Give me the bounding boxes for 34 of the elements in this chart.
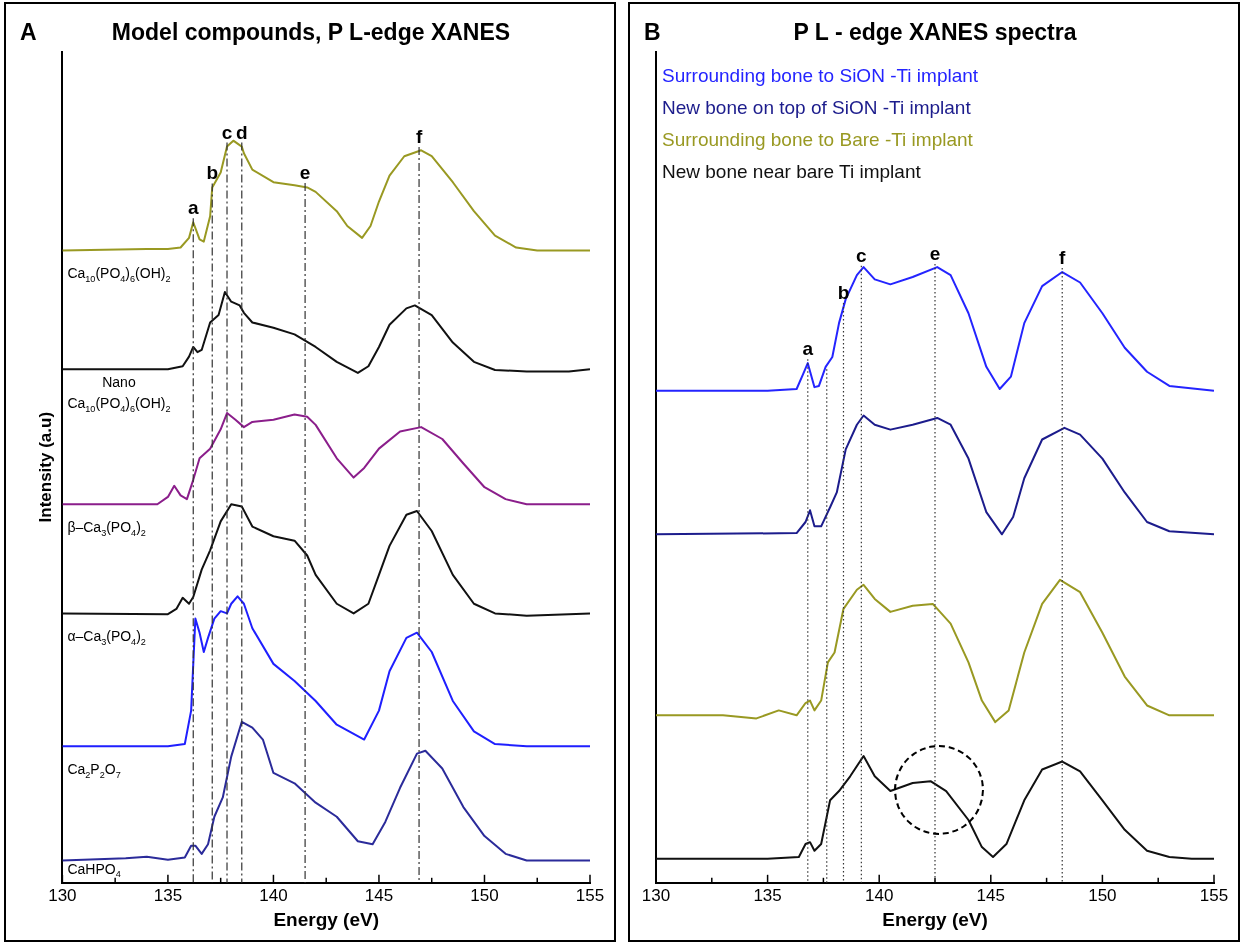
ref-line-label: b xyxy=(206,162,219,184)
x-axis-title: Energy (eV) xyxy=(882,908,988,930)
chart-title: Model compounds, P L-edge XANES xyxy=(111,19,511,46)
x-tick-label: 145 xyxy=(364,885,394,905)
text: A xyxy=(20,18,37,45)
ref-line-label: a xyxy=(187,197,199,219)
x-tick-label: 145 xyxy=(976,885,1005,905)
x-tick-label: 135 xyxy=(153,885,183,905)
x-tick-label: 150 xyxy=(1088,885,1117,905)
x-axis-title: Energy (eV) xyxy=(273,908,379,930)
y-axis-title: Intensity (a.u) xyxy=(35,411,55,523)
x-tick-label: 140 xyxy=(259,885,288,905)
text: New bone near bare Ti implant xyxy=(662,160,922,182)
text: Surrounding bone to SiON -Ti implant xyxy=(662,64,979,86)
ref-line-label: e xyxy=(299,162,311,184)
x-tick-label: 155 xyxy=(575,885,605,905)
ref-line-label: f xyxy=(1059,247,1067,269)
ref-line-label: f xyxy=(415,126,423,148)
ref-line-label: a xyxy=(802,338,814,360)
x-tick-label: 155 xyxy=(1199,885,1229,905)
chart-title: P L - edge XANES spectra xyxy=(793,19,1077,46)
x-tick-label: 140 xyxy=(865,885,894,905)
ref-line-label: c xyxy=(856,244,868,266)
x-tick-label: 135 xyxy=(753,885,782,905)
text: New bone on top of SiON -Ti implant xyxy=(662,96,972,118)
x-tick-label: 150 xyxy=(470,885,499,905)
ref-line-label: c xyxy=(221,121,233,143)
ref-line-label: d xyxy=(235,121,248,143)
text: Surrounding bone to Bare -Ti implant xyxy=(662,128,974,150)
text: B xyxy=(644,18,661,45)
ref-line-label: b xyxy=(837,282,850,304)
x-tick-label: 130 xyxy=(48,885,77,905)
x-tick-label: 130 xyxy=(641,885,671,905)
ref-line-label: e xyxy=(929,242,941,264)
